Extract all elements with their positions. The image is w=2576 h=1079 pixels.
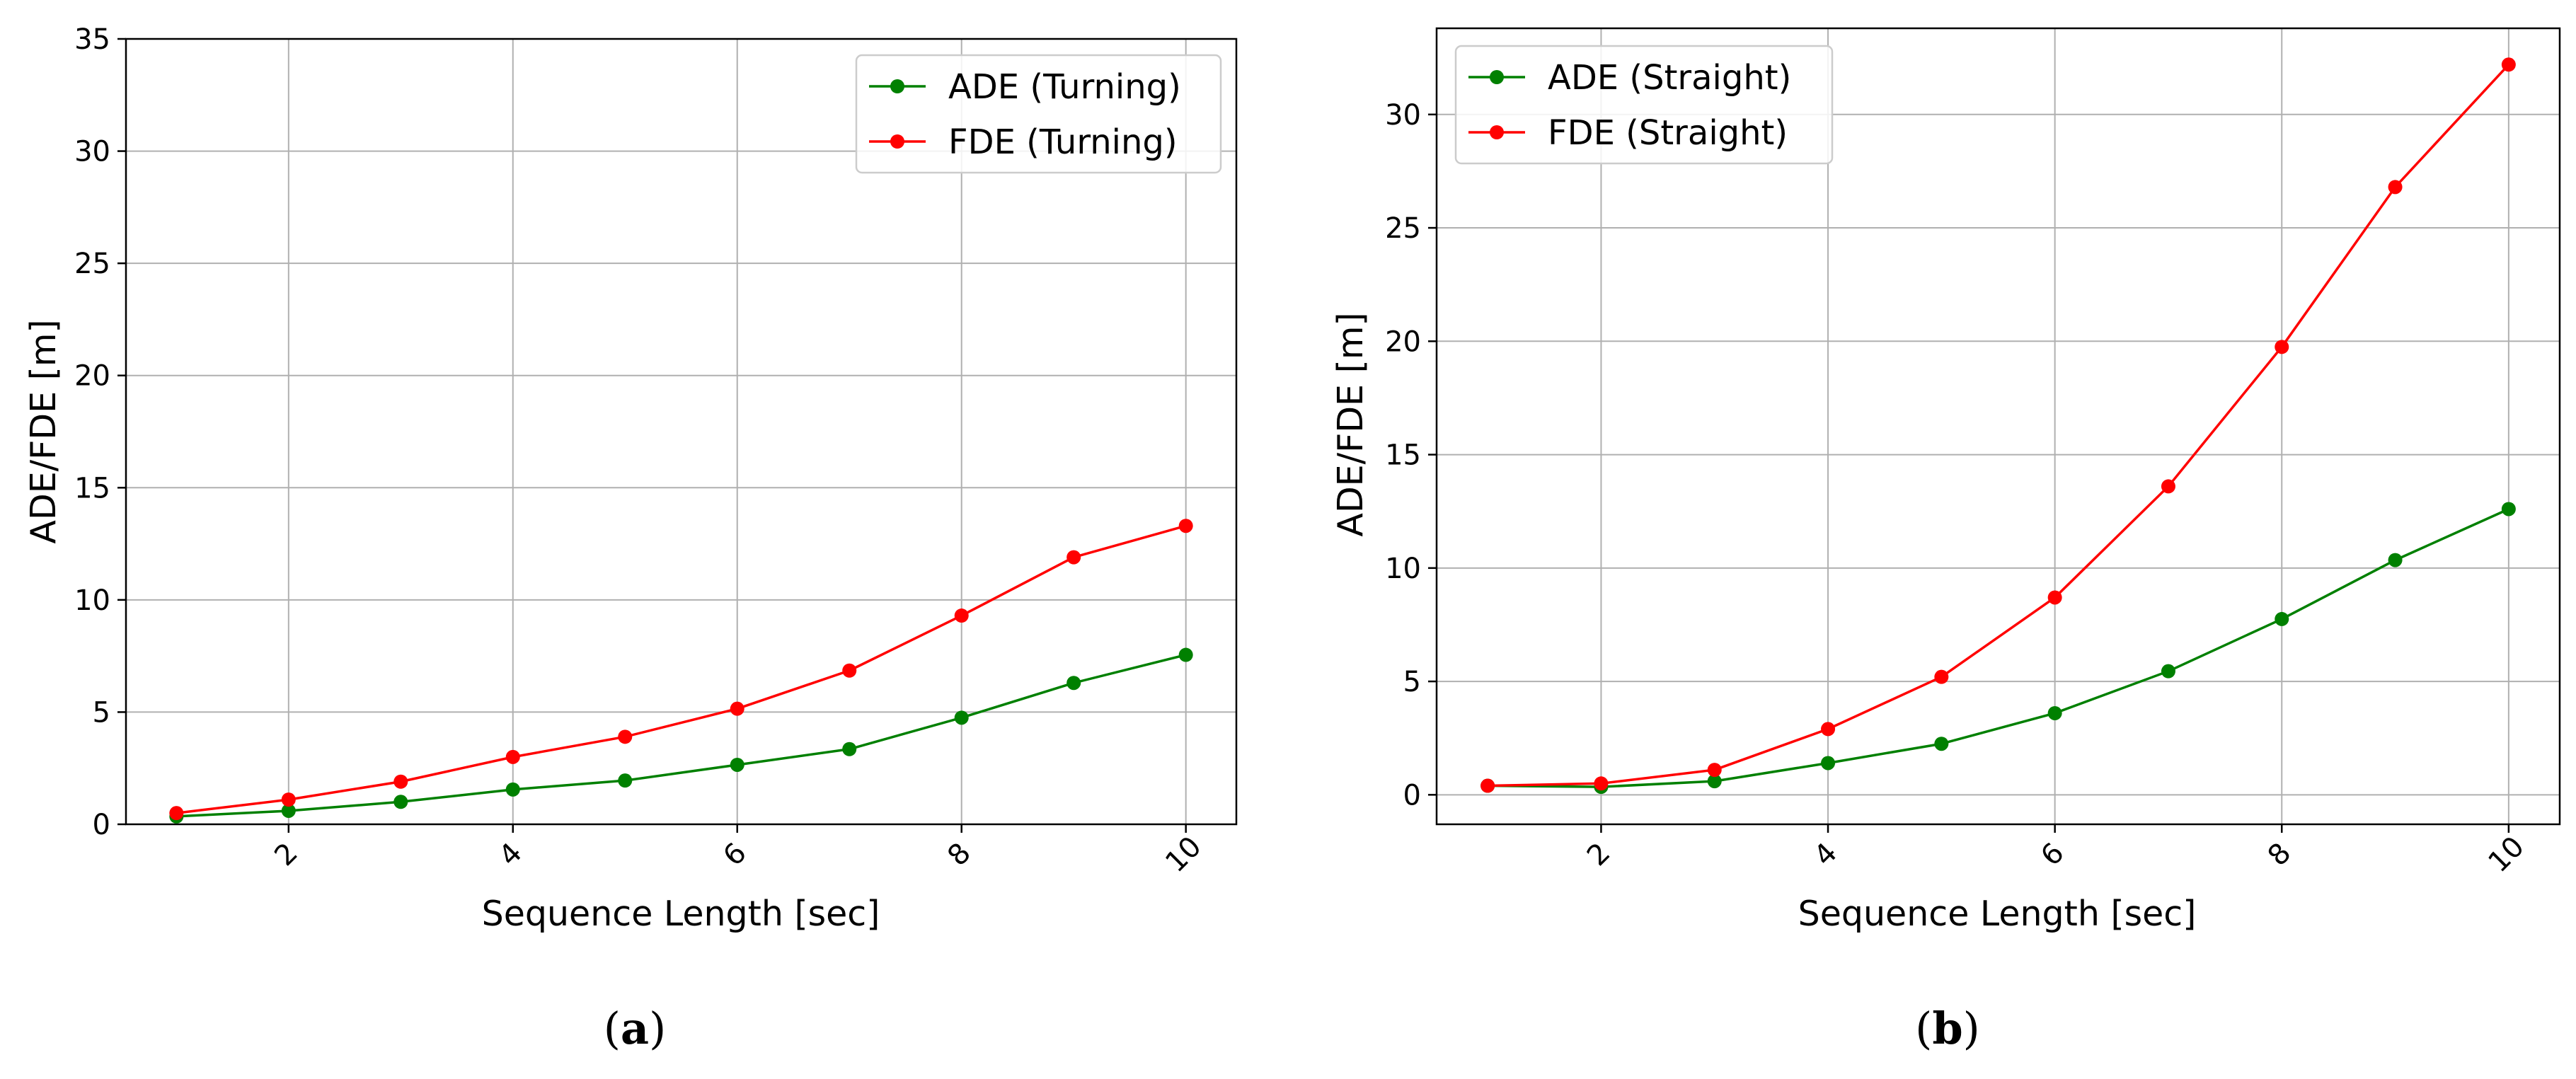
data-point: [842, 742, 857, 756]
y-tick-label: 15: [74, 472, 110, 504]
legend-label: ADE (Straight): [1548, 58, 1791, 98]
data-point: [618, 729, 633, 744]
y-tick-label: 30: [74, 136, 110, 168]
x-axis-label: Sequence Length [sec]: [482, 894, 880, 934]
y-tick-label: 20: [1385, 325, 1421, 358]
data-point: [1594, 776, 1609, 791]
x-tick-label: 8: [2262, 837, 2298, 873]
data-point: [2161, 479, 2175, 494]
x-tick-label: 10: [2482, 831, 2531, 879]
data-point: [1178, 519, 1193, 533]
data-point: [1480, 778, 1495, 793]
legend-marker: [1490, 70, 1504, 84]
data-point: [618, 773, 633, 788]
data-point: [2275, 340, 2289, 354]
panel-caption-letter: a: [621, 1003, 649, 1054]
legend-label: FDE (Straight): [1548, 113, 1788, 153]
data-point: [954, 608, 969, 623]
y-axis-label: ADE/FDE [m]: [23, 319, 64, 543]
x-tick-label: 4: [1808, 837, 1844, 873]
chart-panel-b: 2 4 6 8 10 0 5 10 15 20 25 30 ADE (Straight) FDE (Str…: [1330, 27, 2561, 1054]
data-point: [1821, 756, 1836, 771]
x-tick-label: 4: [493, 837, 529, 873]
data-point: [1707, 774, 1722, 789]
data-point: [1934, 669, 1949, 684]
legend-box: [855, 54, 1222, 174]
chart-panel-a: 2 4 6 8 10 0 5 10 15 20 25 30 35 ADE (Turning) FDE (Tu…: [23, 23, 1238, 1054]
y-tick-label: 35: [74, 23, 110, 56]
data-point: [730, 701, 744, 716]
data-point: [1707, 763, 1722, 778]
legend-box: [1454, 45, 1834, 165]
y-axis-label: ADE/FDE [m]: [1330, 312, 1371, 536]
data-point: [281, 803, 296, 818]
data-point: [281, 792, 296, 807]
data-point: [505, 782, 520, 797]
x-tick-label: 2: [268, 837, 304, 873]
y-tick-label: 25: [1385, 212, 1421, 245]
legend-label: FDE (Turning): [948, 122, 1178, 162]
data-point: [2501, 502, 2516, 517]
x-tick-label: 6: [717, 837, 753, 873]
panel-caption: (b): [1915, 1003, 1980, 1054]
x-tick-label: 6: [2035, 837, 2071, 873]
data-point: [505, 749, 520, 764]
x-tick-label: 2: [1581, 837, 1617, 873]
y-tick-label: 15: [1385, 439, 1421, 472]
data-point: [1821, 722, 1836, 737]
y-tick-label: 25: [74, 248, 110, 280]
y-tick-label: 30: [1385, 99, 1421, 132]
panel-caption-letter: b: [1932, 1003, 1962, 1054]
y-tick-label: 10: [1385, 553, 1421, 585]
legend-marker: [890, 134, 904, 149]
plot-frame: [125, 37, 1238, 826]
series-line-1: [1488, 64, 2510, 787]
x-tick-label: 10: [1159, 831, 1208, 879]
data-point: [2047, 705, 2062, 720]
data-point: [954, 710, 969, 725]
y-tick-label: 0: [1403, 779, 1421, 812]
data-point: [1178, 647, 1193, 662]
x-tick-label: 8: [941, 837, 977, 873]
legend-label: ADE (Turning): [948, 67, 1181, 107]
data-point: [393, 774, 408, 789]
x-axis-label: Sequence Length [sec]: [1798, 894, 2197, 934]
data-point: [1934, 737, 1949, 751]
y-tick-label: 0: [93, 809, 110, 841]
data-point: [1066, 676, 1081, 691]
legend-marker: [890, 79, 904, 93]
y-tick-label: 5: [93, 696, 110, 729]
series-line-1: [176, 524, 1187, 814]
data-point: [2161, 664, 2175, 679]
data-point: [2388, 180, 2403, 195]
data-point: [1066, 550, 1081, 565]
data-point: [393, 795, 408, 809]
data-point: [842, 663, 857, 678]
data-point: [2275, 611, 2289, 626]
series-line-0: [1488, 507, 2509, 788]
legend-marker: [1490, 125, 1504, 139]
y-tick-label: 5: [1403, 666, 1421, 698]
panel-caption: (a): [604, 1003, 667, 1054]
y-tick-label: 10: [74, 584, 110, 617]
y-tick-label: 20: [74, 360, 110, 393]
data-point: [2501, 57, 2516, 72]
data-point: [2047, 590, 2062, 605]
data-point: [2388, 553, 2403, 567]
series-line-0: [176, 653, 1187, 818]
plot-frame: [1435, 27, 2561, 826]
data-point: [169, 806, 184, 821]
data-point: [730, 757, 744, 772]
